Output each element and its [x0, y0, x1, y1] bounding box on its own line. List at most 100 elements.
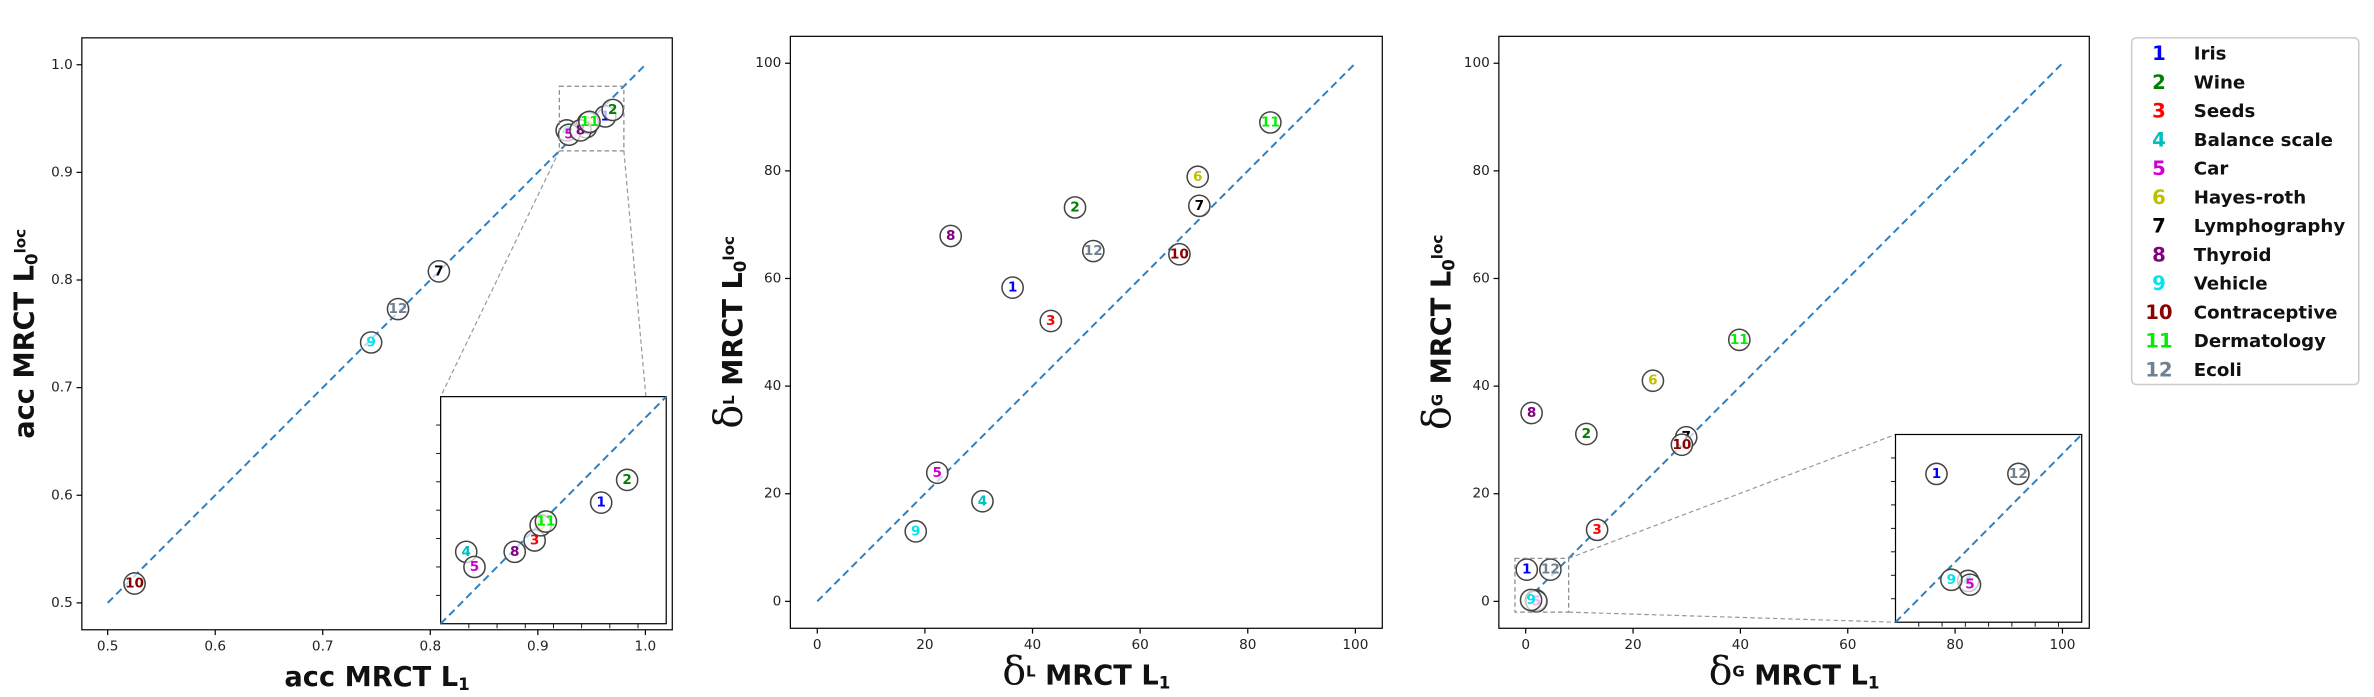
marker-label: 12: [389, 301, 408, 317]
marker: [123, 572, 146, 595]
legend-label: Seeds: [2194, 101, 2256, 122]
legend-label: Thyroid: [2194, 245, 2272, 266]
marker-label: 12: [2009, 466, 2028, 482]
x-tick-label: 20: [1624, 637, 1641, 653]
marker-label: 1: [1008, 280, 1017, 296]
axis-label: δG MRCT L1: [1709, 648, 1880, 694]
y-tick-label: 100: [755, 55, 781, 71]
axis-label-part: δ: [1414, 406, 1460, 430]
marker: [1259, 111, 1282, 134]
diagonal: [816, 62, 1357, 603]
x-tick-label: 0.6: [204, 638, 226, 654]
marker-label: 10: [1672, 437, 1691, 453]
legend-number: 2: [2152, 71, 2166, 94]
legend-label: Vehicle: [2194, 274, 2268, 295]
legend-label: Hayes-roth: [2194, 187, 2306, 208]
axis-label: acc MRCT L1: [284, 662, 469, 694]
marker-label: 12: [1541, 562, 1560, 578]
x-tick-label: 0: [1521, 637, 1530, 653]
marker: [534, 510, 558, 533]
marker: [1925, 462, 1948, 486]
x-tick-label: 0.8: [419, 638, 441, 654]
marker-label: 1: [1932, 466, 1941, 482]
marker-label: 4: [461, 544, 470, 560]
marker: [2007, 462, 2030, 486]
plot-frame: [81, 37, 673, 631]
axis-label-part: loc: [720, 236, 738, 261]
x-tick-label: 0: [813, 637, 822, 653]
y-tick-label: 0.6: [51, 487, 73, 503]
legend-label: Wine: [2194, 72, 2246, 93]
marker-label: 9: [911, 523, 920, 539]
marker-label: 3: [1046, 313, 1055, 329]
marker: [463, 555, 486, 579]
marker: [1727, 328, 1751, 352]
x-tick-label: 100: [2049, 637, 2075, 653]
y-tick-label: 0: [773, 593, 782, 609]
legend-label: Iris: [2194, 44, 2227, 65]
marker-label: 2: [608, 102, 617, 118]
marker: [1539, 558, 1562, 581]
legend-label: Car: [2194, 159, 2229, 180]
marker: [939, 224, 963, 248]
marker: [1520, 401, 1543, 425]
axis-label-part: 1: [1868, 674, 1880, 693]
marker: [1670, 433, 1694, 457]
legend-label: Contraceptive: [2194, 302, 2338, 323]
axis-label-part: G: [1732, 662, 1744, 680]
x-tick-label: 60: [1839, 637, 1856, 653]
marker-label: 11: [1261, 114, 1280, 130]
plot-frame: [789, 35, 1383, 629]
marker-label: 3: [530, 532, 539, 548]
x-tick-label: 0.5: [97, 638, 119, 654]
legend-number: 7: [2152, 215, 2166, 238]
marker-label: 8: [510, 544, 519, 560]
marker: [386, 297, 410, 321]
marker-label: 6: [1193, 169, 1202, 185]
y-tick-label: 0.9: [51, 164, 73, 180]
y-tick-label: 0.7: [51, 380, 73, 396]
marker-label: 5: [470, 559, 479, 575]
marker: [503, 540, 527, 564]
marker-label: 8: [946, 228, 955, 244]
legend-number: 4: [2152, 128, 2166, 151]
axis-label-part: MRCT L: [1426, 271, 1457, 394]
inset-diagonal: [439, 395, 667, 625]
marker: [589, 491, 613, 514]
axis-label-part: 0: [1440, 259, 1459, 271]
x-tick-label: 40: [1732, 637, 1749, 653]
x-tick-label: 0.7: [312, 638, 334, 654]
marker-label: 1: [596, 495, 605, 511]
legend-frame: [2130, 37, 2360, 386]
marker: [1574, 422, 1598, 446]
marker-label: 9: [1526, 592, 1535, 608]
y-tick-label: 0.5: [51, 595, 73, 611]
plot-frame: [1498, 35, 2090, 629]
marker: [1187, 194, 1211, 218]
marker: [615, 468, 639, 492]
marker-label: 2: [1070, 199, 1079, 215]
legend-number: 5: [2152, 157, 2166, 180]
axis-label-part: δ: [1002, 648, 1026, 694]
x-tick-label: 40: [1024, 637, 1041, 653]
legend-number: 1: [2152, 42, 2166, 65]
y-tick-label: 20: [764, 486, 781, 502]
legend-number: 9: [2152, 272, 2166, 295]
marker-label: 7: [434, 263, 443, 279]
marker: [1063, 196, 1087, 219]
axis-label-part: 0: [731, 261, 750, 273]
marker-label: 9: [1947, 572, 1956, 588]
legend-label: Lymphography: [2194, 216, 2346, 237]
legend-number: 12: [2145, 358, 2172, 381]
axis-label-part: δ: [706, 405, 752, 429]
zoom-connector: [1568, 611, 1896, 623]
legend-number: 11: [2145, 330, 2172, 353]
axis-label-part: acc MRCT L: [9, 265, 40, 439]
axis-label-part: 0: [23, 253, 42, 265]
marker-label: 11: [580, 114, 599, 130]
marker: [1001, 276, 1024, 299]
marker: [578, 110, 601, 134]
zoom-connector: [1568, 433, 1896, 559]
y-tick-label: 60: [1472, 270, 1489, 286]
legend-label: Balance scale: [2194, 130, 2333, 151]
